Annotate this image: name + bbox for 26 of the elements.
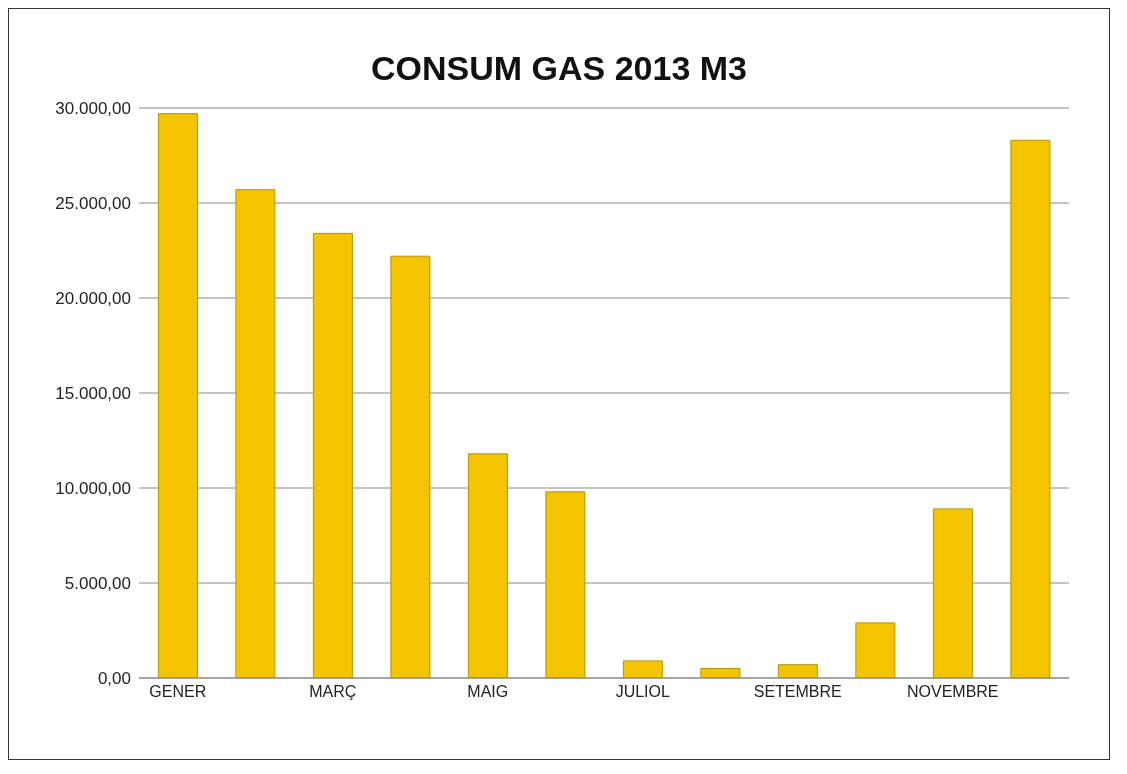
x-tick-label: JULIOL bbox=[615, 683, 670, 701]
bar bbox=[700, 668, 741, 678]
y-tick-label: 0,00 bbox=[97, 669, 131, 689]
bar bbox=[390, 255, 431, 678]
bar bbox=[545, 491, 586, 678]
bar bbox=[157, 113, 198, 678]
bar bbox=[1010, 139, 1051, 678]
bar bbox=[467, 453, 508, 678]
y-tick-label: 25.000,00 bbox=[55, 194, 131, 214]
bar bbox=[777, 664, 818, 678]
bar bbox=[855, 622, 896, 678]
x-tick-label: NOVEMBRE bbox=[906, 683, 999, 701]
x-tick-label: GENER bbox=[149, 683, 207, 701]
y-tick-label: 5.000,00 bbox=[64, 574, 131, 594]
x-tick-label: MAIG bbox=[467, 683, 509, 701]
bar bbox=[235, 189, 276, 678]
y-tick-label: 15.000,00 bbox=[55, 384, 131, 404]
x-tick-label: SETEMBRE bbox=[753, 683, 842, 701]
bar bbox=[622, 660, 663, 678]
chart-title: CONSUM GAS 2013 M3 bbox=[370, 49, 748, 88]
bar bbox=[312, 232, 353, 678]
y-tick-label: 30.000,00 bbox=[55, 99, 131, 119]
y-tick-label: 20.000,00 bbox=[55, 289, 131, 309]
bar bbox=[932, 508, 973, 678]
x-tick-label: MARÇ bbox=[309, 683, 357, 701]
y-tick-label: 10.000,00 bbox=[55, 479, 131, 499]
